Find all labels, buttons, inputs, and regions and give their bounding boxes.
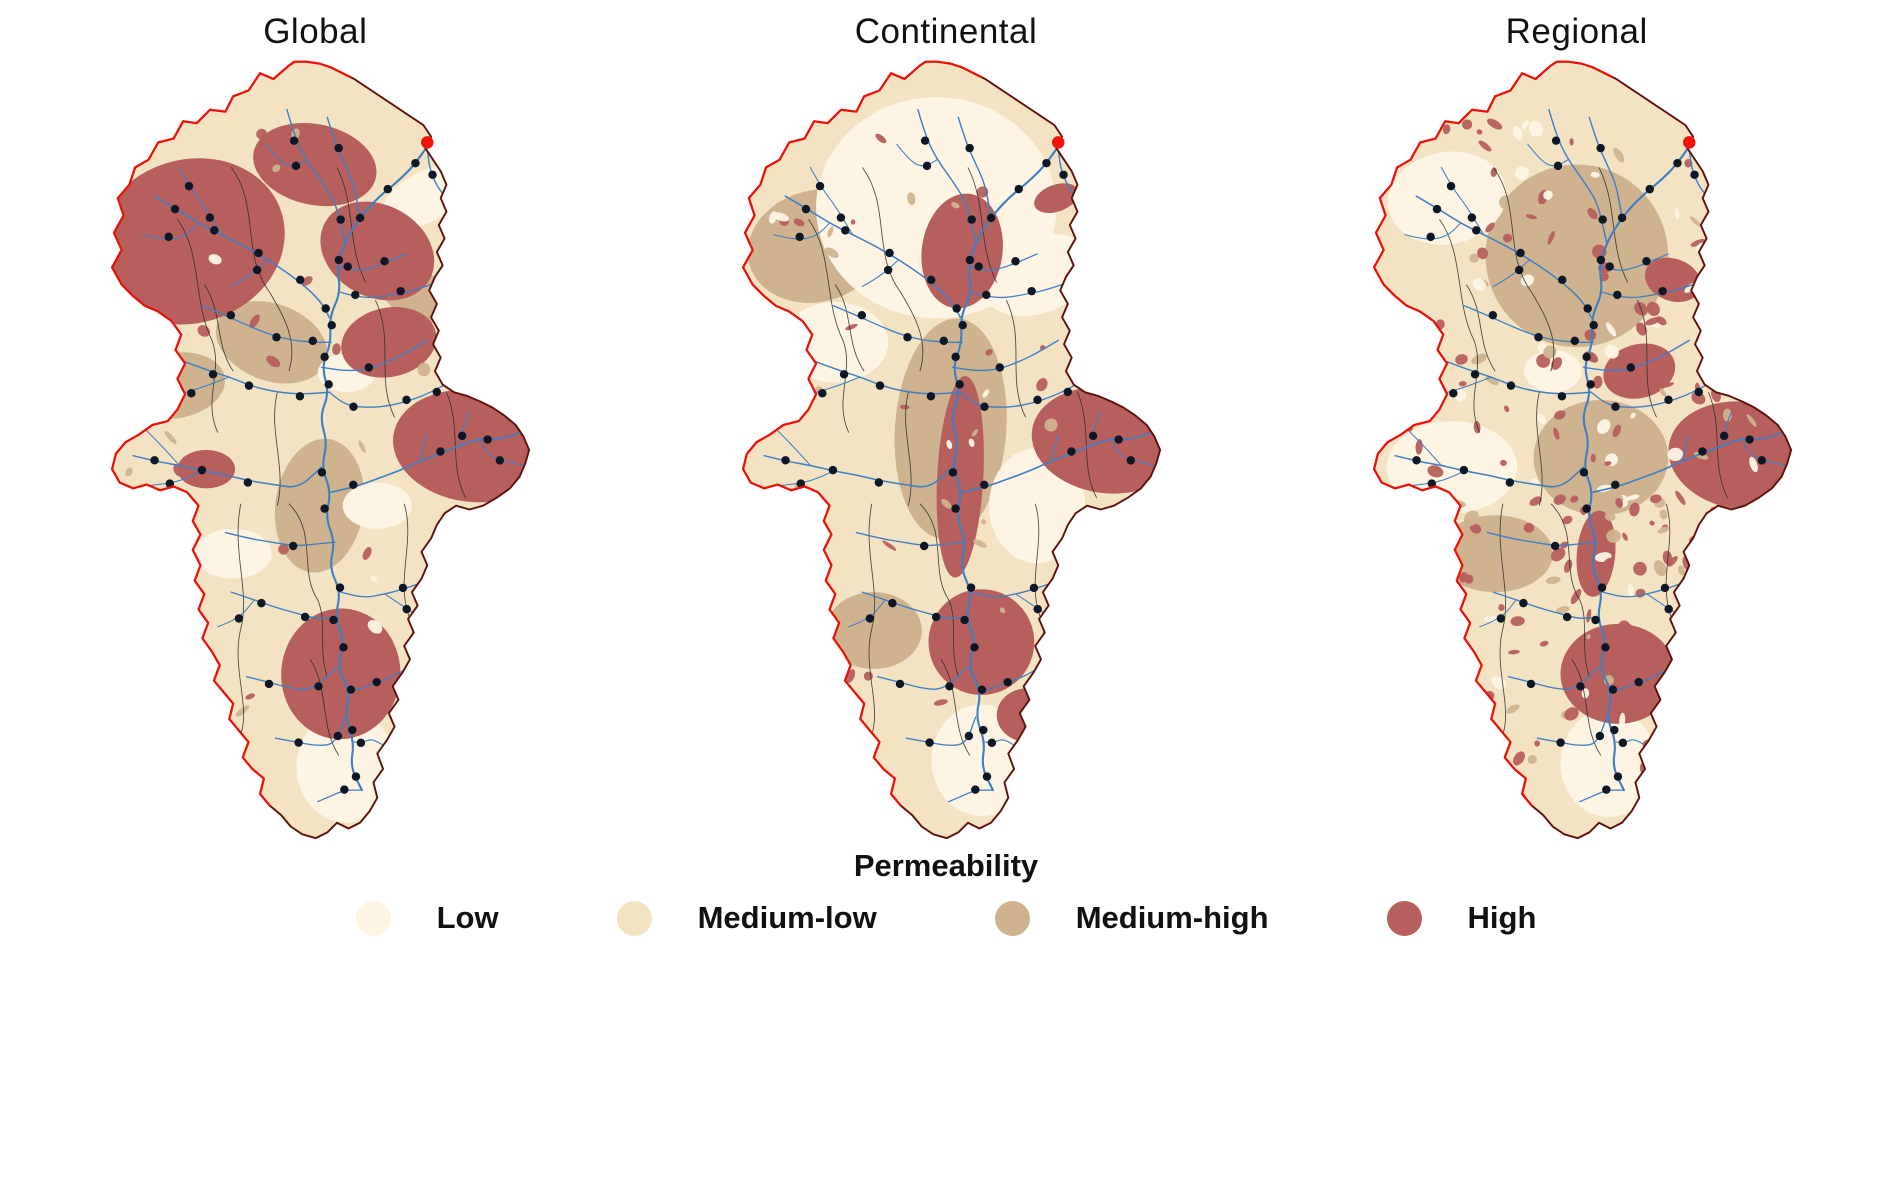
permeability-legend: Permeability Low Medium-low Medium-high … [0,848,1892,936]
legend-swatch-medium-high-icon [994,900,1030,936]
basin-map-global [111,60,531,840]
basin-map-regional [1372,60,1793,840]
legend-label-low: Low [436,900,499,935]
panel-title-continental: Continental [854,12,1038,51]
map-panels-row: Global Continental Regional [0,0,1892,842]
legend-item-medium-high: Medium-high [994,900,1269,936]
map-panel-continental: Continental [631,0,1262,842]
panel-title-global: Global [263,12,368,51]
legend-swatch-medium-low-icon [616,900,652,936]
legend-items-row: Low Medium-low Medium-high High [355,900,1537,936]
legend-item-high: High [1386,900,1537,936]
panel-title-regional: Regional [1505,12,1648,51]
legend-title: Permeability [853,848,1039,883]
legend-label-medium-low: Medium-low [697,900,877,935]
map-panel-regional: Regional [1261,0,1892,842]
legend-item-low: Low [355,900,499,936]
legend-swatch-low-icon [355,900,391,936]
basin-map-continental [742,60,1162,840]
legend-label-high: High [1467,900,1537,935]
legend-item-medium-low: Medium-low [616,900,877,936]
legend-label-medium-high: Medium-high [1075,900,1269,935]
map-panel-global: Global [0,0,631,842]
legend-swatch-high-icon [1386,900,1422,936]
